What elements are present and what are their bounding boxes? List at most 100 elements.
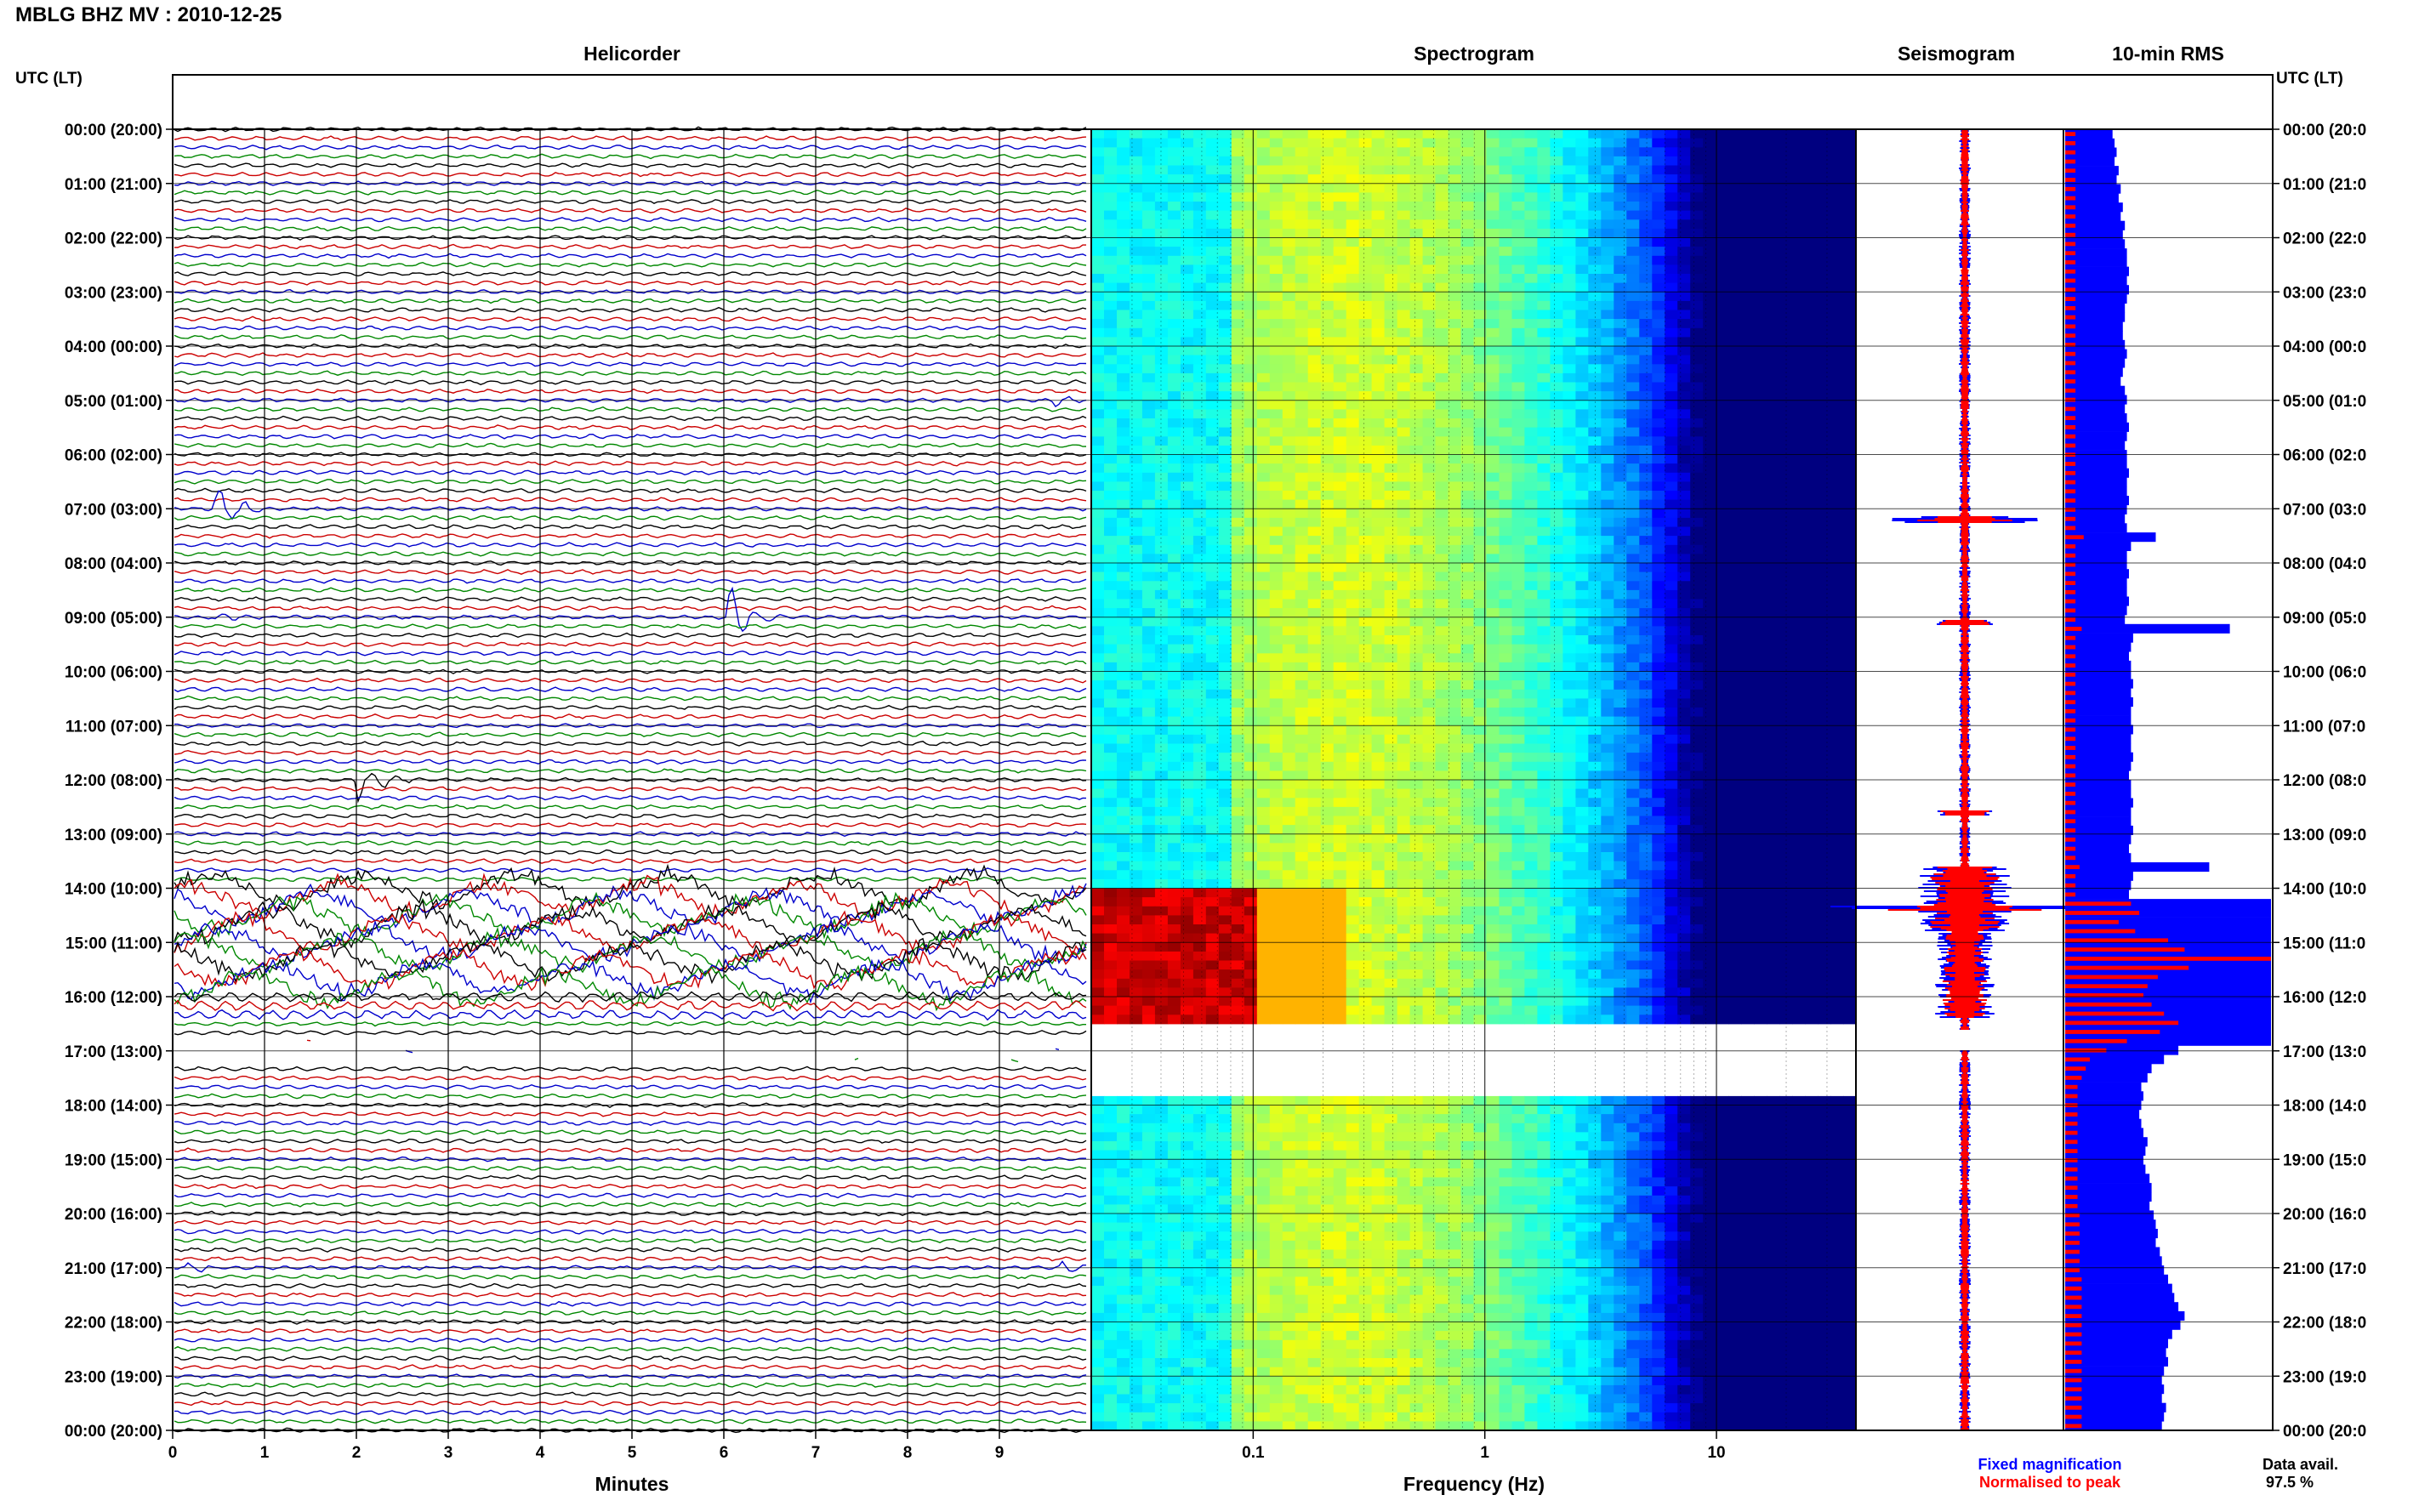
helicorder-trace [174, 542, 1087, 548]
rms-fixed-bar [2065, 596, 2129, 606]
rms-normalised-bar [2065, 1030, 2160, 1034]
time-label-right: 20:00 (16:0 [2283, 1206, 2366, 1224]
rms-normalised-bar [2065, 1038, 2127, 1043]
time-label-left: 22:00 (18:00) [65, 1315, 162, 1333]
legend-fixed: Fixed magnification [1978, 1456, 2122, 1473]
rms-normalised-bar [2065, 1295, 2082, 1300]
rms-fixed-bar [2065, 349, 2127, 359]
time-label-left: 00:00 (20:00) [65, 1423, 162, 1441]
helicorder-trace [174, 849, 1087, 855]
rms-normalised-bar [2065, 938, 2168, 943]
rms-fixed-bar [2065, 477, 2127, 487]
time-label-right: 19:00 (15:0 [2283, 1151, 2366, 1169]
helicorder-trace [174, 216, 1087, 223]
rms-fixed-bar [2065, 1375, 2162, 1385]
helicorder-trace [174, 1237, 1087, 1244]
rms-fixed-bar [2065, 1191, 2152, 1202]
rms-normalised-bar [2065, 1350, 2082, 1356]
rms-normalised-bar [2065, 1341, 2082, 1346]
rms-normalised-bar [2065, 333, 2076, 338]
rms-fixed-bar [2065, 1082, 2142, 1092]
rms-normalised-bar [2065, 535, 2084, 540]
rms-fixed-bar [2065, 1229, 2158, 1239]
rms-normalised-bar [2065, 892, 2076, 897]
rms-normalised-bar [2065, 1396, 2082, 1401]
helicorder-trace [174, 1247, 1087, 1253]
time-label-right: 04:00 (00:0 [2283, 338, 2366, 356]
rms-normalised-bar [2065, 1130, 2078, 1135]
rms-normalised-bar [2065, 425, 2076, 429]
helicorder-trace [174, 1400, 1087, 1407]
rms-fixed-bar [2065, 679, 2133, 689]
rms-fixed-bar [2065, 1384, 2165, 1395]
rms-normalised-bar [2065, 1241, 2080, 1245]
minute-tick-label: 2 [352, 1444, 361, 1462]
rms-normalised-bar [2065, 1076, 2082, 1080]
rms-normalised-bar [2065, 388, 2076, 393]
rms-normalised-bar [2065, 1084, 2078, 1089]
rms-fixed-bar [2065, 569, 2129, 579]
rms-fixed-bar [2065, 1026, 2271, 1037]
time-label-left: 23:00 (19:00) [65, 1368, 162, 1386]
rms-normalised-bar [2065, 1277, 2082, 1282]
utc-heading-left: UTC (LT) [15, 70, 83, 88]
helicorder-trace [174, 334, 1087, 340]
helicorder-trace [174, 569, 1087, 575]
rms-fixed-bar [2065, 285, 2129, 295]
rms-fixed-bar [2065, 853, 2132, 863]
helicorder-trace [174, 162, 1087, 168]
helicorder-xlabel: Minutes [595, 1473, 669, 1495]
rms-normalised-bar [2065, 516, 2076, 521]
rms-fixed-bar [2065, 890, 2129, 900]
minute-tick-label: 0 [168, 1444, 178, 1462]
rms-fixed-bar [2065, 1366, 2165, 1376]
time-label-right: 05:00 (01:0 [2283, 393, 2366, 411]
rms-fixed-bar [2065, 1274, 2168, 1284]
time-label-left: 07:00 (03:00) [65, 501, 162, 519]
helicorder-trace [174, 1256, 1087, 1262]
rms-fixed-bar [2065, 715, 2132, 725]
minute-tick-label: 5 [628, 1444, 637, 1462]
rms-fixed-bar [2065, 615, 2126, 625]
rms-normalised-bar [2065, 746, 2076, 750]
rms-normalised-bar [2065, 645, 2076, 650]
helicorder-trace [174, 343, 1087, 350]
rms-normalised-bar [2065, 1378, 2082, 1383]
helicorder-trace [174, 306, 1087, 313]
helicorder-trace [174, 1300, 1087, 1307]
rms-normalised-bar [2065, 819, 2076, 824]
rms-normalised-bar [2065, 526, 2076, 531]
rms-fixed-bar [2065, 917, 2271, 927]
rms-normalised-bar [2065, 205, 2076, 210]
rms-normalised-bar [2065, 1360, 2082, 1364]
helicorder-trace [174, 406, 1087, 412]
rms-normalised-bar [2065, 874, 2076, 878]
rms-fixed-bar [2065, 1137, 2148, 1147]
rms-fixed-bar [2065, 834, 2132, 844]
rms-normalised-bar [2065, 397, 2076, 402]
rms-normalised-bar [2065, 242, 2076, 247]
rms-fixed-bar [2065, 1183, 2152, 1193]
helicorder-trace [174, 1260, 1086, 1273]
rms-normalised-bar [2065, 1231, 2080, 1236]
rms-normalised-bar [2065, 544, 2076, 549]
helicorder-trace [174, 1292, 1087, 1298]
rms-fixed-bar [2065, 404, 2126, 414]
helicorder-trace [174, 497, 1087, 503]
rms-normalised-bar [2065, 178, 2076, 182]
helicorder-trace [174, 153, 1087, 160]
rms-fixed-bar [2065, 1155, 2143, 1165]
helicorder-trace [174, 695, 1087, 702]
rms-normalised-bar [2065, 480, 2076, 485]
time-label-right: 14:00 (10:0 [2283, 881, 2366, 899]
helicorder-trace [174, 415, 1087, 422]
rms-fixed-bar [2065, 532, 2156, 543]
rms-normalised-bar [2065, 1222, 2080, 1227]
rms-fixed-bar [2065, 660, 2132, 670]
rms-normalised-bar [2065, 1195, 2078, 1199]
rms-normalised-bar [2065, 1002, 2152, 1007]
helicorder-trace [174, 1327, 1087, 1334]
rms-fixed-bar [2065, 1201, 2150, 1211]
helicorder-trace [174, 1009, 1087, 1021]
rms-fixed-bar [2065, 239, 2126, 249]
